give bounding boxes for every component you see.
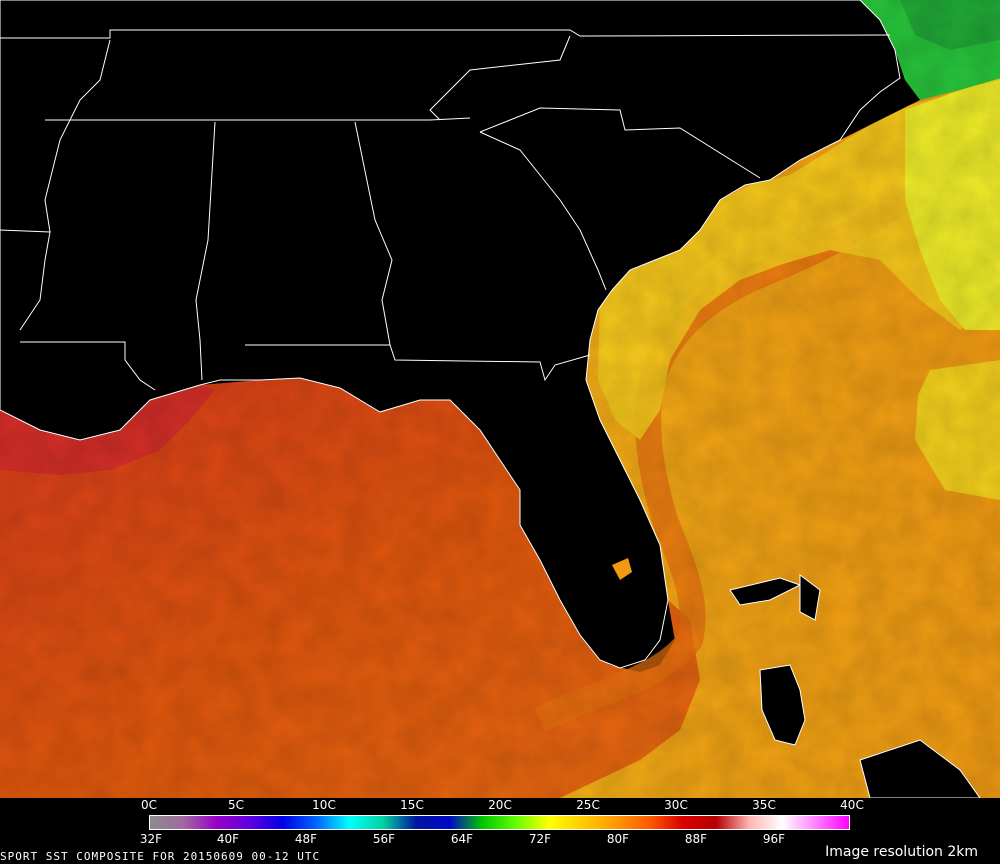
border-al-ga [354, 121, 393, 346]
sst-map [0, 0, 1000, 798]
image-resolution-label: Image resolution 2km [825, 844, 978, 860]
fahrenheit-tick: 56F [372, 832, 396, 846]
fahrenheit-tick: 32F [139, 832, 163, 846]
border-ga-sc [479, 131, 607, 291]
border-ms-river [44, 39, 111, 233]
fahrenheit-tick: 72F [528, 832, 552, 846]
abaco-island [799, 574, 821, 621]
southeast-us-land [0, 0, 901, 669]
border-ms-al [195, 121, 216, 381]
celsius-tick: 35C [752, 798, 776, 812]
border-ar-la [0, 229, 51, 331]
border-tn-north [0, 29, 891, 39]
border-la-ms [20, 341, 156, 391]
celsius-tick: 30C [664, 798, 688, 812]
cuba-coast [859, 739, 981, 798]
fahrenheit-tick: 64F [450, 832, 474, 846]
celsius-tick: 40C [840, 798, 864, 812]
grand-bahama-island [729, 577, 802, 606]
product-title: SPORT SST COMPOSITE FOR 20150609 00-12 U… [0, 850, 321, 863]
border-nc-sc [479, 107, 761, 179]
celsius-tick: 15C [400, 798, 424, 812]
celsius-tick: 5C [227, 798, 245, 812]
celsius-tick: 20C [488, 798, 512, 812]
border-tn-south [45, 117, 471, 121]
border-nc-va [429, 35, 571, 121]
fahrenheit-tick: 80F [606, 832, 630, 846]
temperature-colorbar [149, 815, 850, 830]
fahrenheit-tick: 48F [294, 832, 318, 846]
state-borders [0, 29, 891, 391]
fahrenheit-tick: 40F [216, 832, 240, 846]
celsius-tick: 25C [576, 798, 600, 812]
border-fl-north [245, 344, 591, 382]
fahrenheit-tick: 96F [762, 832, 786, 846]
andros-island [759, 664, 806, 746]
lake-okeechobee [612, 558, 632, 580]
colorbar-legend: 0C 5C 10C 15C 20C 25C 30C 35C 40C 32F 40… [0, 798, 1000, 864]
celsius-tick: 10C [312, 798, 336, 812]
celsius-tick: 0C [140, 798, 158, 812]
fahrenheit-tick: 88F [684, 832, 708, 846]
land-layer [0, 0, 981, 798]
